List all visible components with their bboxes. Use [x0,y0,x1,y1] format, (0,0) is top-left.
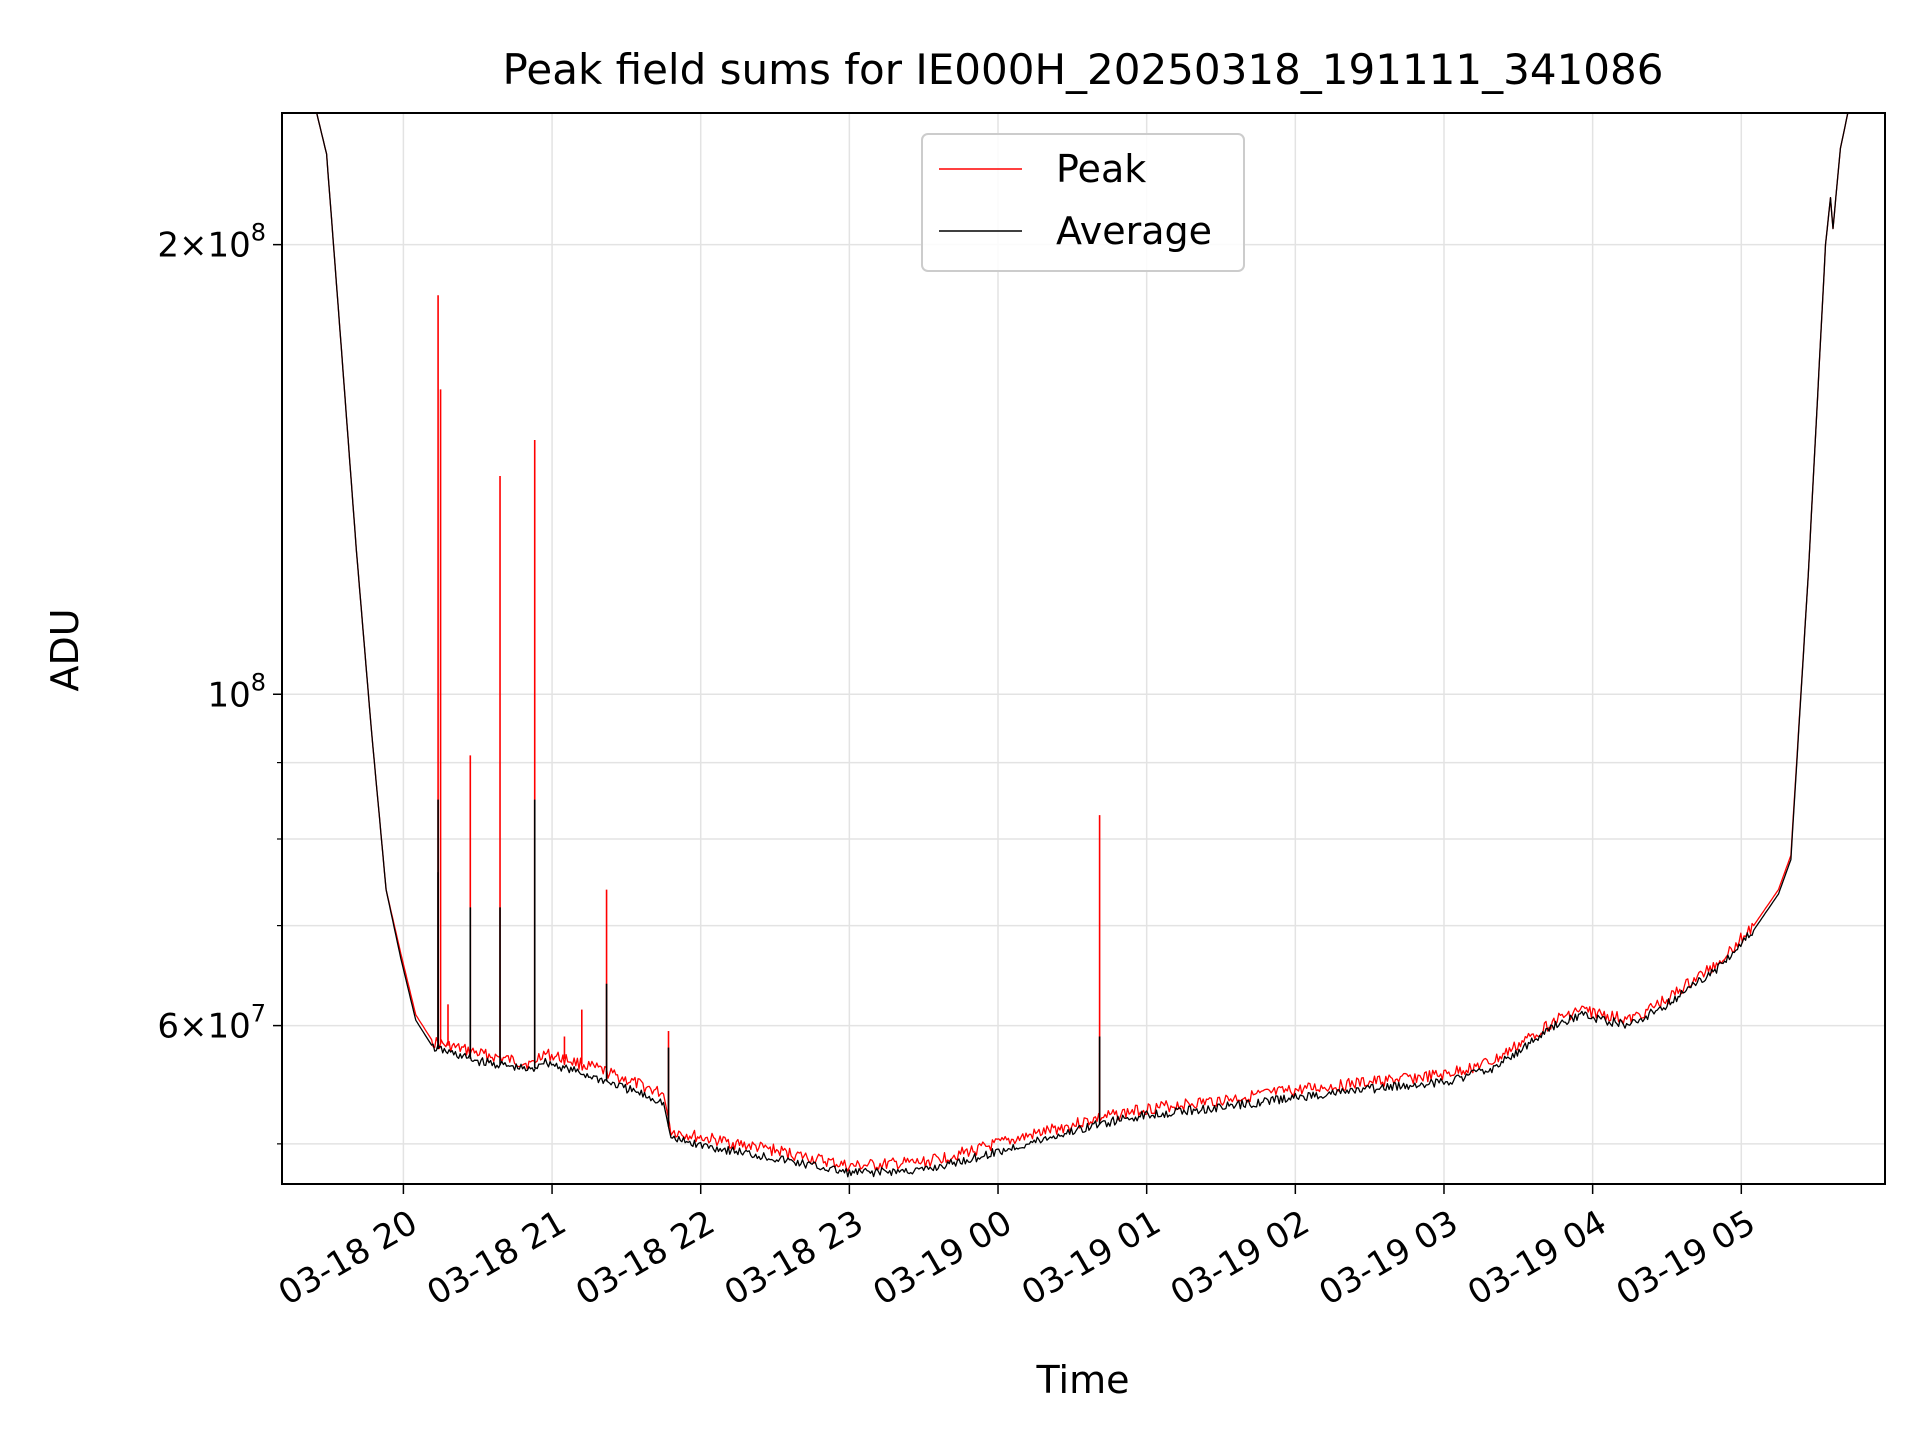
legend: Peak Average [921,133,1245,272]
grid-layer [282,113,1885,1184]
y-tick-label: 6×107 [157,1000,266,1047]
x-tick-label: 03-19 01 [1015,1203,1167,1314]
legend-label-average: Average [1056,209,1212,253]
x-tick-label: 03-19 04 [1461,1203,1613,1314]
y-tick-label: 108 [207,668,266,715]
x-tick-label: 03-18 22 [569,1203,721,1314]
y-tick-label: 2×108 [157,219,266,266]
legend-label-peak: Peak [1056,147,1146,191]
x-tick-label: 03-19 03 [1312,1203,1464,1314]
x-tick-label: 03-19 02 [1164,1203,1316,1314]
plot-area-frame [281,112,1886,1185]
y-axis-label: ADU [43,608,87,691]
x-tick-label: 03-18 23 [718,1203,870,1314]
x-tick-label: 03-19 00 [867,1203,1019,1314]
y-axis: 6×107 108 2×108 [157,219,282,1145]
x-tick-label: 03-18 21 [421,1203,573,1314]
chart-title: Peak field sums for IE000H_20250318_1911… [503,45,1664,94]
series-layer [282,113,1885,1178]
series-average-line [282,113,1885,1178]
x-tick-label: 03-19 05 [1610,1203,1762,1314]
x-axis-label: Time [1036,1358,1130,1402]
x-tick-label: 03-18 20 [272,1203,424,1314]
